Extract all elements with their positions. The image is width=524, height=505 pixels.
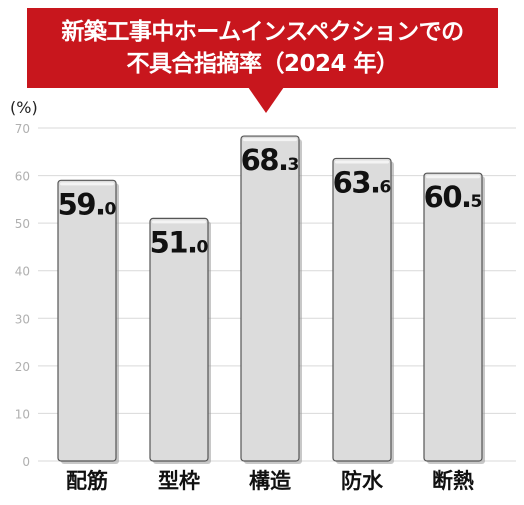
bar-group: 60.5	[423, 172, 485, 464]
y-tick-label: 40	[15, 265, 30, 279]
bar-group: 51.0	[149, 217, 211, 464]
y-axis-unit-label: (%)	[10, 98, 38, 117]
y-tick-label: 30	[15, 312, 30, 326]
y-tick-label: 50	[15, 217, 30, 231]
bar-group: 63.6	[332, 157, 394, 464]
chart-title-line-1: 新築工事中ホームインスペクションでの	[61, 19, 464, 45]
bar	[423, 172, 483, 462]
y-tick-label: 0	[22, 455, 30, 469]
bar-value-label: 68.3	[241, 143, 300, 177]
bar-value-label: 63.6	[333, 165, 392, 199]
x-category-label: 構造	[249, 469, 292, 493]
bar-highlight	[152, 220, 206, 224]
bar-group: 59.0	[57, 179, 119, 465]
y-tick-label: 10	[15, 407, 30, 421]
y-tick-label: 70	[15, 122, 30, 136]
bar-value-label: 51.0	[150, 225, 209, 259]
bar	[149, 217, 209, 462]
x-category-label: 断熱	[432, 469, 474, 493]
chart-title-line-2: 不具合指摘率（2024 年）	[126, 51, 399, 77]
bar	[332, 157, 392, 462]
bar-value-label: 59.0	[58, 187, 117, 221]
bar-group: 68.3	[240, 135, 302, 464]
title-pointer-arrow	[248, 87, 284, 113]
bar-value-label: 60.5	[424, 180, 483, 214]
bar	[57, 179, 117, 462]
chart-title-banner: 新築工事中ホームインスペクションでの 不具合指摘率（2024 年）	[27, 8, 498, 88]
bar-highlight	[60, 182, 114, 186]
bar-highlight	[243, 138, 297, 142]
x-category-label: 防水	[341, 469, 384, 493]
bar-highlight	[426, 175, 480, 179]
bar	[240, 135, 300, 462]
x-category-label: 型枠	[158, 469, 200, 493]
y-tick-label: 60	[15, 170, 30, 184]
bar-highlight	[335, 160, 389, 164]
y-tick-label: 20	[15, 360, 30, 374]
x-category-label: 配筋	[66, 469, 108, 493]
